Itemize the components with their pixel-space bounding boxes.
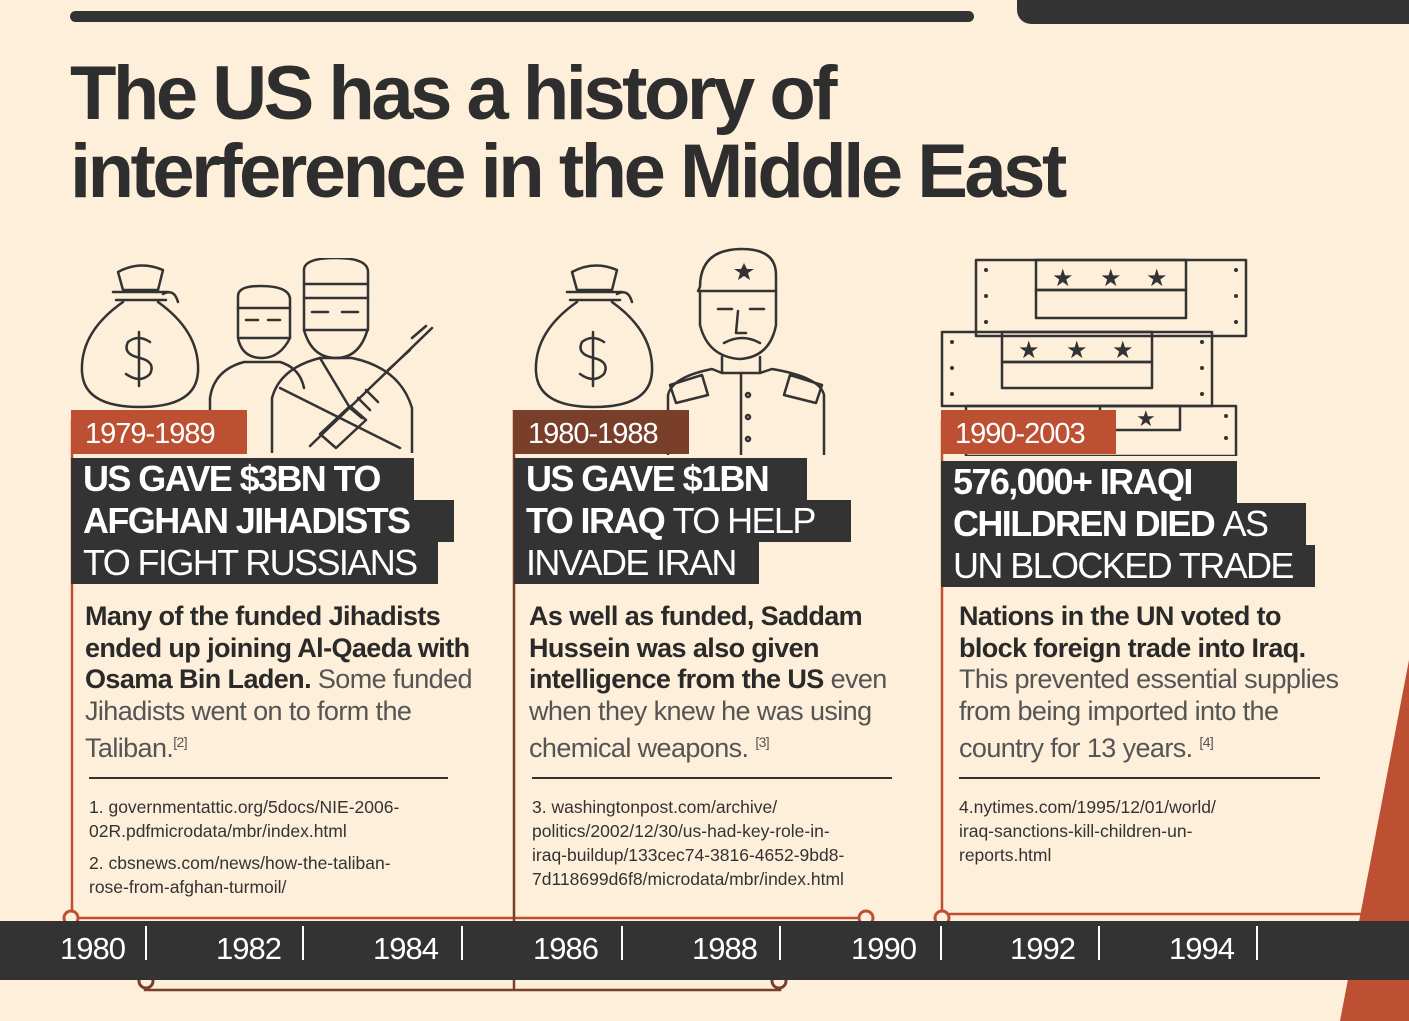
- timeline-tick: [779, 926, 781, 960]
- event-date-tag: 1990-2003: [941, 410, 1116, 454]
- event-description: Many of the funded Jihadists ended up jo…: [85, 601, 473, 763]
- event-date-tag: 1979-1989: [71, 410, 247, 454]
- svg-text:★: ★: [1018, 336, 1040, 364]
- divider: [959, 777, 1320, 779]
- timeline-year: 1980: [60, 931, 126, 966]
- svg-text:★: ★: [1052, 264, 1074, 292]
- timeline-tick: [145, 926, 147, 960]
- divider: [532, 777, 892, 779]
- source-reference: 2. cbsnews.com/news/how-the-taliban- ros…: [89, 853, 391, 897]
- title-line-2: interference in the Middle East: [70, 129, 1067, 214]
- timeline-tick: [302, 926, 304, 960]
- event-headline-line: AFGHAN JIHADISTS: [71, 500, 454, 542]
- svg-text:★: ★: [1100, 264, 1122, 292]
- timeline-year: 1986: [533, 931, 599, 966]
- source-reference: 3. washingtonpost.com/archive/ politics/…: [532, 797, 845, 889]
- divider: [89, 777, 448, 779]
- event-headline-line: US GAVE $3BN TO: [71, 458, 414, 500]
- svg-text:★: ★: [1112, 336, 1134, 364]
- money-bag-icon: [534, 264, 654, 409]
- title-line-1: The US has a history of: [70, 51, 838, 136]
- source-reference: 1. governmentattic.org/5docs/NIE-2006- 0…: [89, 797, 400, 841]
- timeline-tick: [621, 926, 623, 960]
- timeline-bar: [0, 921, 1409, 980]
- event-headline-line: US GAVE $1BN: [514, 458, 807, 500]
- event-headline-line: INVADE IRAN: [514, 542, 759, 584]
- timeline-tick: [1256, 926, 1258, 960]
- event-headline-line: UN BLOCKED TRADE: [941, 545, 1315, 587]
- event-date-tag: 1980-1988: [514, 410, 689, 454]
- timeline-tick: [940, 926, 942, 960]
- svg-text:★: ★: [1066, 336, 1088, 364]
- jihadist-fighters-icon: [208, 258, 434, 453]
- event-headline-line: 576,000+ IRAQI: [941, 461, 1237, 503]
- timeline-tick: [1098, 926, 1100, 960]
- event-description: Nations in the UN voted to block foreign…: [959, 601, 1339, 763]
- svg-text:★: ★: [1146, 264, 1168, 292]
- event-headline-line: CHILDREN DIED AS: [941, 503, 1306, 545]
- top-right-decorative-tab: [1017, 0, 1409, 24]
- event-headline-line: TO IRAQ TO HELP: [514, 500, 851, 542]
- timeline-year: 1984: [373, 931, 439, 966]
- timeline-year: 1982: [216, 931, 282, 966]
- timeline-year: 1992: [1010, 931, 1076, 966]
- timeline-year: 1988: [692, 931, 758, 966]
- source-reference: 4.nytimes.com/1995/12/01/world/ iraq-san…: [959, 797, 1216, 865]
- page-title: The US has a history of interference in …: [70, 55, 1250, 211]
- event-description: As well as funded, Saddam Hussein was al…: [529, 601, 887, 763]
- money-bag-icon: [80, 264, 200, 409]
- svg-text:★: ★: [1136, 407, 1156, 432]
- timeline-year: 1994: [1169, 931, 1235, 966]
- event-headline-line: TO FIGHT RUSSIANS: [71, 542, 438, 584]
- soldier-icon: [666, 247, 826, 455]
- top-decorative-bar: [70, 11, 974, 22]
- timeline-year: 1990: [851, 931, 917, 966]
- timeline-tick: [461, 926, 463, 960]
